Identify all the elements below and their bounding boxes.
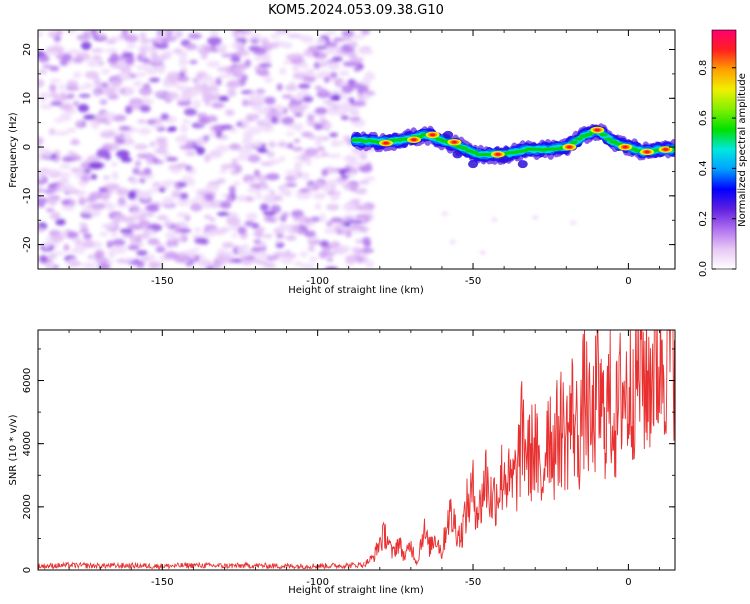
colorbar-label: Normalized spectral amplitude <box>737 73 748 227</box>
y-tick-label: -20 <box>22 236 33 252</box>
y-tick-label: 6000 <box>22 368 33 393</box>
spectrogram-frame <box>37 29 676 270</box>
spectrogram-x-axis-label: Height of straight line (km) <box>288 285 424 296</box>
spectrogram-y-axis-label: Frequency (Hz) <box>8 112 19 188</box>
colorbar-tick-label: 0.6 <box>698 110 709 126</box>
y-tick-label: -10 <box>22 188 33 204</box>
spectrogram-hotspot <box>658 146 673 153</box>
figure-title: KOM5.2024.053.09.38.G10 <box>268 3 444 18</box>
y-tick-label: 0 <box>22 144 33 150</box>
spectrogram-hotspot <box>425 131 440 139</box>
x-tick-label: -100 <box>306 276 329 287</box>
snr-x-axis-label: Height of straight line (km) <box>288 585 424 596</box>
y-tick-label: 4000 <box>22 431 33 456</box>
spectrogram-hotspot <box>640 148 655 156</box>
colorbar-tick-label: 0.8 <box>698 60 709 76</box>
spectrogram-hotspot <box>562 143 577 151</box>
y-tick-label: 0 <box>22 567 33 573</box>
colorbar-gradient <box>712 30 736 269</box>
snr-line <box>364 330 675 568</box>
y-tick-label: 10 <box>22 92 33 105</box>
snr-y-axis-label: SNR (10 * v/v) <box>8 414 19 485</box>
colorbar-tick-label: 0.0 <box>698 261 709 277</box>
spectrogram-heatmap <box>38 30 675 269</box>
x-tick-label: 0 <box>625 276 631 287</box>
colorbar: 0.0 0.2 0.4 0.6 0.8 Normalized spectral ampl… <box>698 29 748 277</box>
snr-line-noise <box>38 561 365 570</box>
spectrogram-noise <box>38 30 577 269</box>
x-tick-label: -50 <box>465 577 481 588</box>
colorbar-tick-label: 0.4 <box>698 160 709 176</box>
y-tick-label: 20 <box>22 43 33 56</box>
spectrogram-hotspot <box>490 151 505 158</box>
x-tick-label: -150 <box>151 276 174 287</box>
snr-frame <box>37 329 676 571</box>
x-tick-label: -50 <box>465 276 481 287</box>
colorbar-ticks: 0.0 0.2 0.4 0.6 0.8 <box>698 29 737 277</box>
y-tick-label: 2000 <box>22 494 33 519</box>
spectrogram-hotspot <box>447 138 462 146</box>
x-tick-label: -150 <box>151 577 174 588</box>
x-tick-label: 0 <box>625 577 631 588</box>
spectrogram-hotspot <box>590 126 605 134</box>
spectrogram-hotspot <box>379 139 394 147</box>
colorbar-tick-label: 0.2 <box>698 211 709 227</box>
snr-panel: -150 -100 -50 0 0 2000 4000 6000 Height of stra… <box>8 329 676 596</box>
x-tick-label: -100 <box>306 577 329 588</box>
spectrogram-hotspot <box>406 136 421 143</box>
spectrogram-hotspot <box>618 143 633 151</box>
